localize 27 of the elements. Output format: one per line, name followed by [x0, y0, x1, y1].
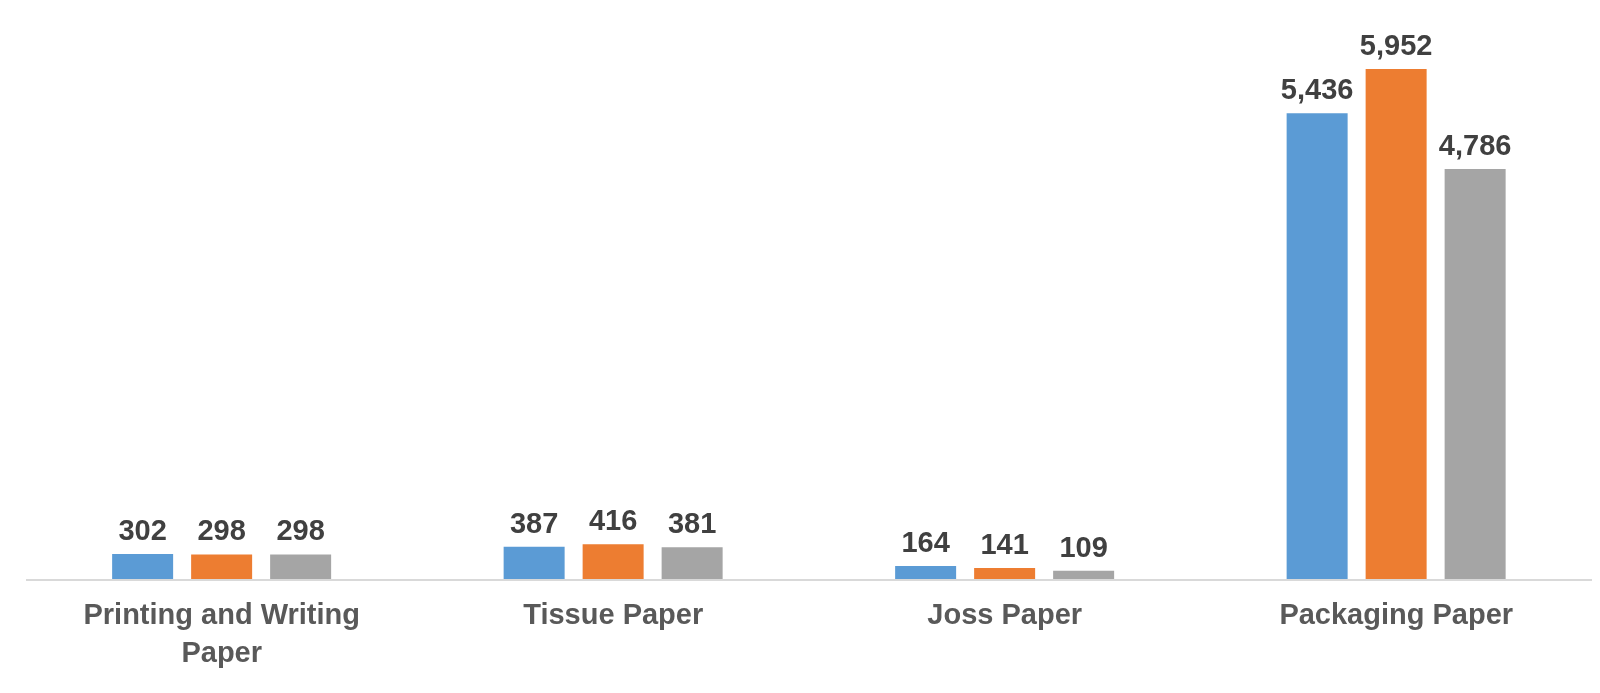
- bar: [582, 544, 644, 580]
- bar: [1444, 169, 1506, 580]
- bar: [895, 565, 957, 580]
- bar: [974, 567, 1036, 580]
- bar: [270, 554, 332, 580]
- bar: [1286, 113, 1348, 580]
- data-label: 5,436: [1280, 73, 1354, 106]
- x-tick-label: Tissue Paper: [523, 598, 704, 630]
- data-label: 298: [197, 514, 246, 547]
- data-label: 298: [276, 514, 325, 547]
- data-label: 381: [667, 507, 717, 540]
- data-label: 5,952: [1359, 29, 1433, 61]
- data-label: 164: [901, 525, 950, 558]
- data-label: 416: [588, 504, 638, 537]
- data-label: 141: [980, 527, 1029, 560]
- data-label: 109: [1059, 530, 1108, 563]
- x-tick-label: Packaging Paper: [1279, 598, 1514, 630]
- data-label: 387: [509, 506, 559, 539]
- bar: [503, 546, 565, 580]
- data-label: 4,786: [1438, 129, 1512, 162]
- bar: [191, 554, 253, 580]
- data-label: 302: [118, 514, 167, 547]
- bar: [661, 547, 723, 580]
- bar: [112, 554, 174, 580]
- x-tick-label: Printing and Writing Paper: [83, 598, 361, 668]
- x-tick-label: Joss Paper: [927, 598, 1083, 630]
- bar: [1365, 69, 1427, 580]
